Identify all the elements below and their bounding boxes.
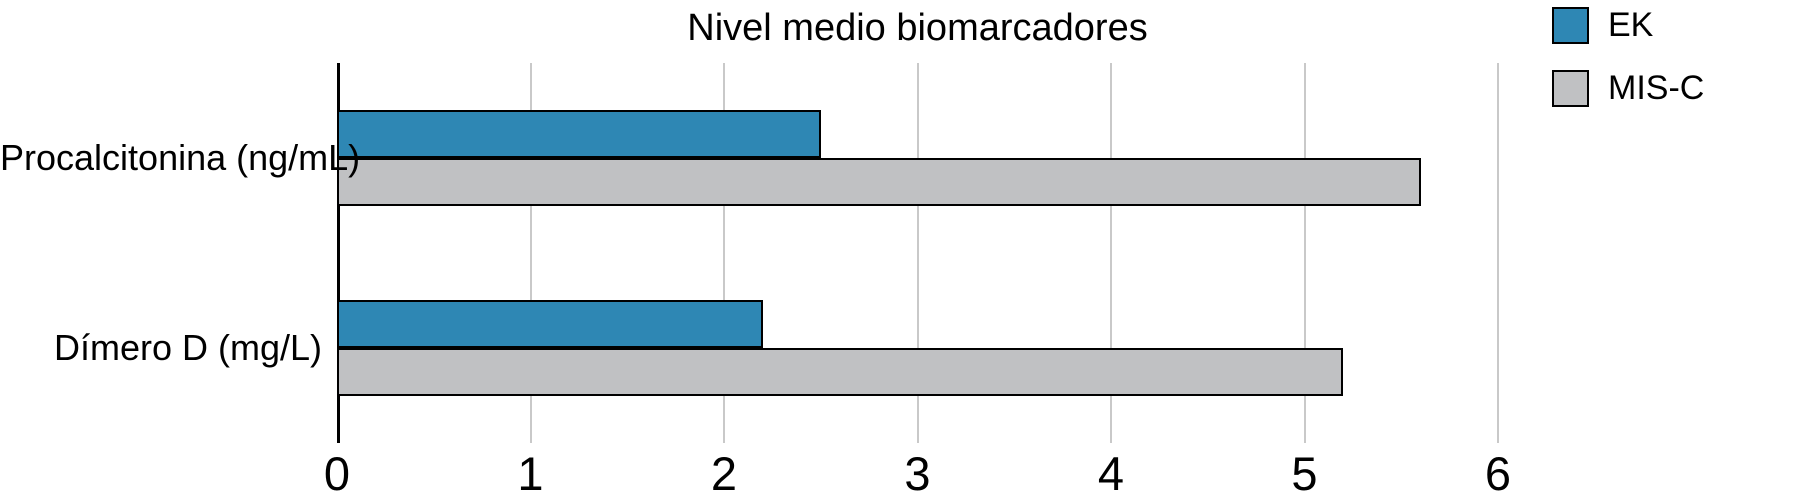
legend-swatch-MIS-C bbox=[1552, 70, 1589, 107]
gridline-x-1 bbox=[529, 63, 532, 443]
x-tick-label-5: 5 bbox=[1291, 447, 1318, 500]
plot-area bbox=[337, 63, 1499, 443]
x-tick-label-1: 1 bbox=[517, 447, 544, 500]
legend-item-MIS-C: MIS-C bbox=[1552, 70, 1704, 107]
legend-swatch-EK bbox=[1552, 7, 1589, 44]
gridline-x-4 bbox=[1110, 63, 1112, 443]
bar-EK-0 bbox=[337, 110, 821, 158]
gridline-x-5 bbox=[1303, 63, 1306, 443]
gridline-x-6 bbox=[1497, 63, 1499, 443]
legend-label-EK: EK bbox=[1608, 6, 1654, 44]
category-label-0: Procalcitonina (ng/mL) bbox=[0, 137, 361, 178]
chart-title: Nivel medio biomarcadores bbox=[687, 7, 1148, 49]
gridline-x-3 bbox=[916, 63, 919, 443]
category-label-1: Dímero D (mg/L) bbox=[53, 326, 322, 368]
x-tick-label-4: 4 bbox=[1097, 447, 1125, 500]
y-axis-line bbox=[337, 63, 340, 443]
bar-EK-1 bbox=[337, 299, 763, 348]
x-tick-label-3: 3 bbox=[904, 447, 931, 500]
legend-item-EK: EK bbox=[1552, 7, 1653, 44]
x-tick-label-6: 6 bbox=[1484, 447, 1512, 500]
bar-MIS-C-0 bbox=[337, 158, 1421, 206]
x-tick-label-2: 2 bbox=[710, 447, 738, 500]
bar-MIS-C-1 bbox=[337, 347, 1344, 396]
legend-label-MIS-C: MIS-C bbox=[1608, 69, 1705, 107]
gridline-x-2 bbox=[723, 63, 725, 443]
x-tick-label-0: 0 bbox=[323, 447, 351, 500]
